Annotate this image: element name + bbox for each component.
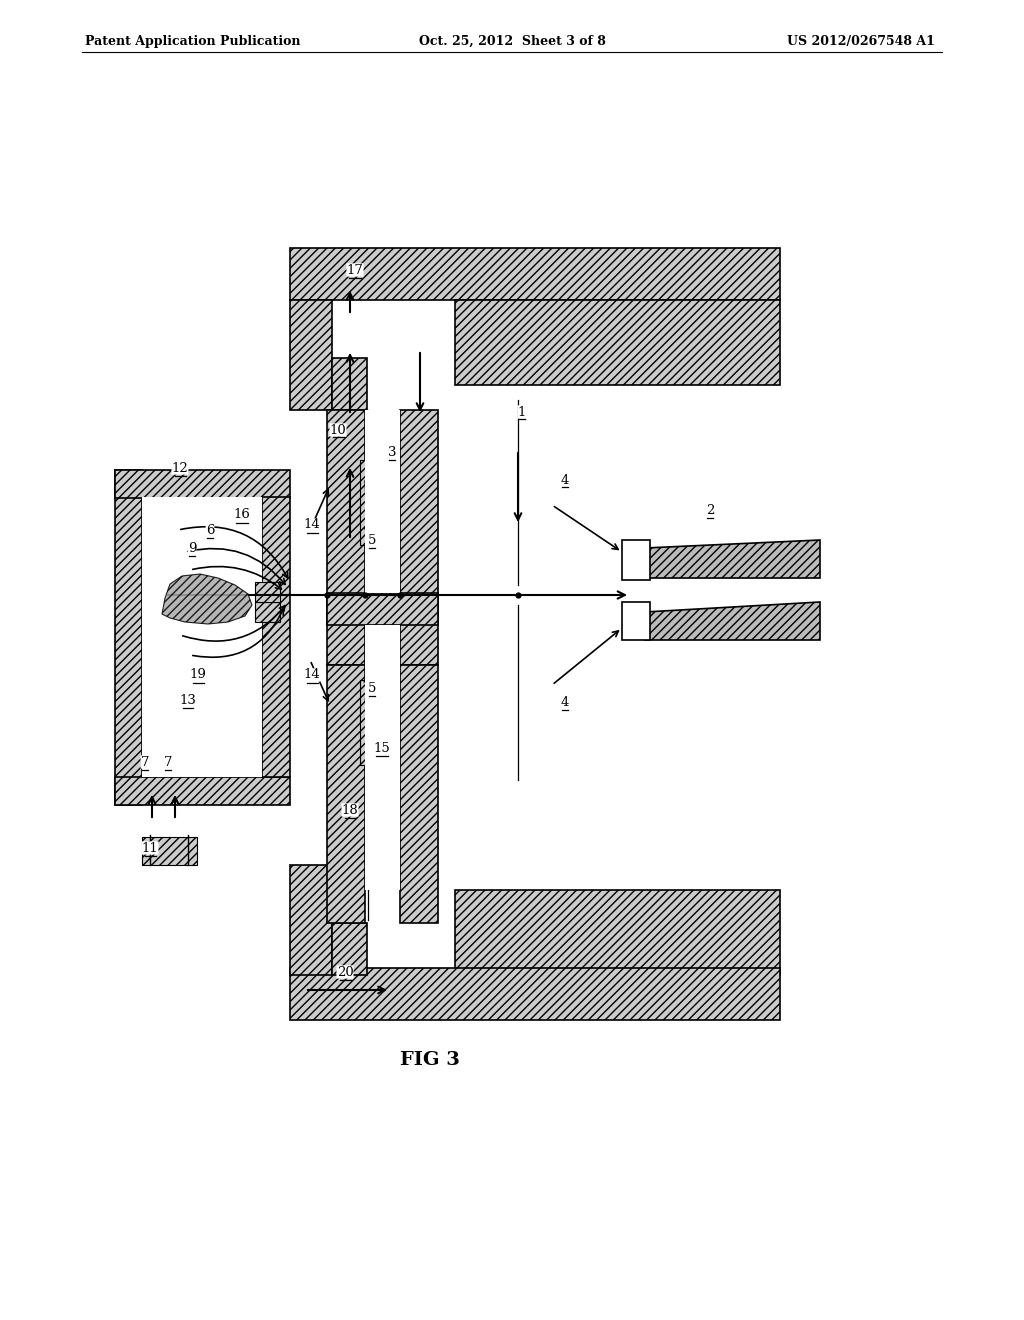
Bar <box>327 593 438 624</box>
Bar <box>142 498 262 777</box>
Bar <box>115 777 290 805</box>
Text: 7: 7 <box>164 755 172 768</box>
Text: 5: 5 <box>368 681 376 694</box>
Text: 1: 1 <box>518 405 526 418</box>
Text: 2: 2 <box>706 503 714 516</box>
Text: 14: 14 <box>304 668 321 681</box>
Polygon shape <box>645 540 820 578</box>
Text: 4: 4 <box>561 696 569 709</box>
Text: FIG 3: FIG 3 <box>400 1051 460 1069</box>
Text: 3: 3 <box>388 446 396 458</box>
Text: 14: 14 <box>304 519 321 532</box>
Bar <box>455 890 780 975</box>
Bar <box>365 411 400 593</box>
Text: 9: 9 <box>187 541 197 554</box>
Bar <box>360 680 377 766</box>
Text: 13: 13 <box>179 693 197 706</box>
Bar <box>262 498 290 777</box>
Bar <box>455 300 780 385</box>
Text: 5: 5 <box>368 533 376 546</box>
Bar <box>365 624 400 890</box>
Text: Oct. 25, 2012  Sheet 3 of 8: Oct. 25, 2012 Sheet 3 of 8 <box>419 36 605 48</box>
Text: 18: 18 <box>342 804 358 817</box>
Bar <box>115 470 142 805</box>
Text: 19: 19 <box>189 668 207 681</box>
Bar <box>400 411 438 665</box>
Text: 17: 17 <box>346 264 364 276</box>
Text: 16: 16 <box>233 508 251 521</box>
Polygon shape <box>645 602 820 640</box>
Bar <box>327 665 365 923</box>
Bar <box>400 665 438 923</box>
Bar <box>290 968 780 1020</box>
Bar <box>255 602 280 622</box>
Text: Patent Application Publication: Patent Application Publication <box>85 36 300 48</box>
Bar <box>255 582 280 602</box>
Bar <box>290 865 332 975</box>
Text: 12: 12 <box>172 462 188 474</box>
Bar <box>332 923 367 975</box>
Text: US 2012/0267548 A1: US 2012/0267548 A1 <box>787 36 935 48</box>
Text: 7: 7 <box>140 755 150 768</box>
Text: 11: 11 <box>141 842 159 854</box>
Bar <box>290 300 332 411</box>
Text: 6: 6 <box>206 524 214 536</box>
Text: 4: 4 <box>561 474 569 487</box>
Bar <box>142 837 197 865</box>
Polygon shape <box>162 574 252 624</box>
Bar <box>360 459 377 545</box>
Bar <box>115 470 290 498</box>
Text: 15: 15 <box>374 742 390 755</box>
Text: 10: 10 <box>330 424 346 437</box>
Polygon shape <box>622 540 650 579</box>
Bar <box>327 411 365 665</box>
Bar <box>290 248 780 300</box>
Polygon shape <box>622 602 650 640</box>
Text: 20: 20 <box>337 965 353 978</box>
Bar <box>332 358 367 411</box>
